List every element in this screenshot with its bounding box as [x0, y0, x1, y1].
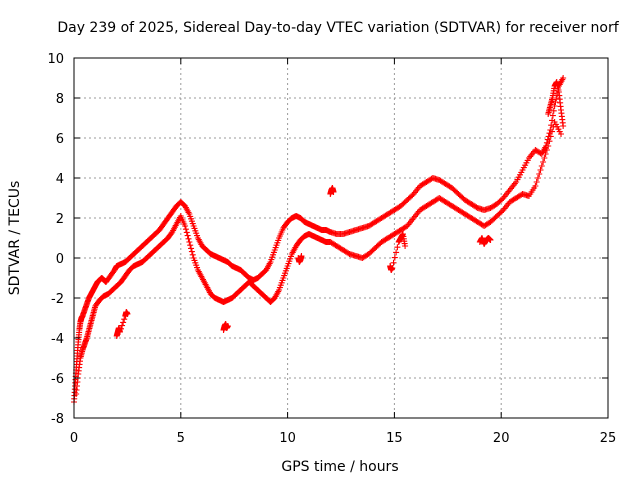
data-points	[71, 75, 567, 405]
data-point-trace_a	[499, 196, 506, 203]
chart-title: Day 239 of 2025, Sidereal Day-to-day VTE…	[57, 20, 619, 36]
y-tick-label: 6	[56, 132, 64, 147]
data-point-trace_b	[182, 223, 189, 229]
x-tick-label: 25	[600, 431, 617, 446]
data-point-trace_b	[533, 179, 540, 185]
data-point-trace_a	[549, 112, 556, 119]
x-tick-label: 15	[386, 431, 403, 446]
data-point-trace_c	[298, 253, 305, 259]
data-point-trace_c	[117, 325, 124, 332]
data-point-trace_b	[538, 163, 545, 169]
data-point-trace_c	[330, 189, 337, 195]
y-tick-label: -6	[51, 372, 64, 387]
data-point-trace_b	[534, 175, 541, 181]
x-tick-label: 20	[493, 431, 510, 446]
data-point-trace_c	[116, 329, 123, 335]
data-point-trace_b	[499, 208, 506, 215]
data-point-trace_c	[121, 316, 128, 323]
y-tick-label: 0	[56, 252, 64, 267]
x-axis-ticks: 0 5 10 15 20 25	[70, 58, 616, 446]
data-point-trace_c	[393, 249, 400, 256]
y-tick-label: -2	[51, 292, 64, 307]
data-point-trace_b	[189, 251, 196, 258]
data-point-trace_b	[537, 167, 544, 173]
grid-lines	[74, 58, 608, 418]
data-point-trace_b	[547, 133, 554, 140]
data-point-trace_b	[541, 155, 548, 161]
y-axis-label: SDTVAR / TECUs	[7, 181, 23, 296]
data-point-trace_b	[345, 250, 352, 257]
x-tick-label: 10	[279, 431, 296, 446]
data-point-trace_b	[185, 235, 192, 242]
data-point-trace_b	[540, 159, 547, 165]
data-point-trace_b	[543, 147, 550, 153]
data-point-trace_c	[391, 254, 398, 261]
plot-frame	[73, 57, 609, 419]
y-tick-label: 4	[56, 172, 64, 187]
data-point-trace_b	[183, 229, 190, 236]
data-point-trace_b	[187, 242, 194, 249]
data-point-trace_c	[402, 243, 409, 249]
data-point-trace_b	[532, 183, 539, 189]
data-point-trace_c	[224, 323, 231, 329]
y-tick-label: -8	[51, 412, 64, 427]
data-point-trace_c	[560, 123, 567, 129]
data-point-trace_b	[542, 151, 549, 157]
data-point-trace_c	[120, 319, 127, 326]
data-point-trace_b	[558, 131, 565, 137]
data-point-trace_b	[188, 245, 195, 252]
data-point-trace_b	[186, 239, 193, 245]
data-point-trace_c	[119, 322, 126, 329]
y-tick-label: -4	[51, 332, 64, 347]
y-tick-label: 8	[56, 92, 64, 107]
data-point-trace_c	[394, 244, 401, 251]
data-point-trace_a	[552, 99, 559, 105]
data-point-trace_b	[184, 232, 191, 239]
data-point-trace_b	[546, 138, 553, 145]
data-point-trace_c	[389, 265, 396, 271]
x-axis-label: GPS time / hours	[281, 459, 398, 475]
data-point-trace_b	[188, 248, 195, 255]
data-point-trace_b	[182, 226, 189, 233]
data-point-trace_b	[536, 171, 543, 177]
x-tick-label: 5	[177, 431, 185, 446]
data-point-trace_a	[409, 192, 416, 199]
y-tick-label: 10	[47, 52, 64, 67]
data-point-trace_b	[549, 128, 556, 135]
data-point-trace_a	[560, 75, 567, 81]
data-point-trace_c	[390, 259, 397, 266]
data-point-trace_c	[124, 311, 131, 317]
y-tick-label: 2	[56, 212, 64, 227]
x-tick-label: 0	[70, 431, 78, 446]
y-axis-ticks: -8 -6 -4 -2 0 2 4 6 8 10	[47, 52, 608, 427]
data-point-trace_a	[473, 204, 480, 211]
data-point-trace_c	[487, 237, 494, 243]
data-point-trace_b	[545, 143, 552, 149]
